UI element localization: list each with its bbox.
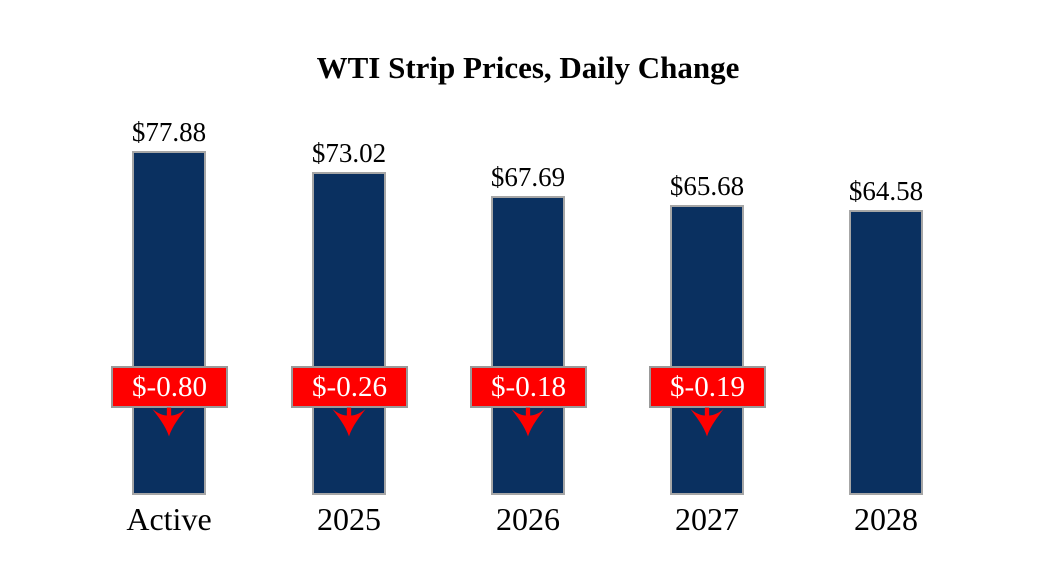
down-arrow-icon xyxy=(511,407,545,437)
category-label: 2027 xyxy=(675,501,739,537)
daily-change-badge: $-0.80 xyxy=(111,366,228,408)
bar-value-label: $65.68 xyxy=(669,171,745,201)
category-label: 2026 xyxy=(496,501,560,537)
bar xyxy=(312,172,386,495)
chart-title: WTI Strip Prices, Daily Change xyxy=(316,50,740,85)
bar-value-label: $73.02 xyxy=(311,138,387,168)
category-label: 2025 xyxy=(317,501,381,537)
down-arrow-icon xyxy=(332,407,366,437)
bar xyxy=(491,196,565,495)
bar xyxy=(670,205,744,495)
bar xyxy=(132,151,206,495)
bar-value-label: $64.58 xyxy=(848,176,924,206)
daily-change-badge: $-0.19 xyxy=(649,366,766,408)
bar-value-label: $67.69 xyxy=(490,162,566,192)
down-arrow-icon xyxy=(152,407,186,437)
category-label: Active xyxy=(126,501,212,537)
bar-value-label: $77.88 xyxy=(131,117,207,147)
category-label: 2028 xyxy=(854,501,918,537)
daily-change-badge: $-0.26 xyxy=(291,366,408,408)
down-arrow-icon xyxy=(690,407,724,437)
daily-change-badge: $-0.18 xyxy=(470,366,587,408)
bar xyxy=(849,210,923,495)
